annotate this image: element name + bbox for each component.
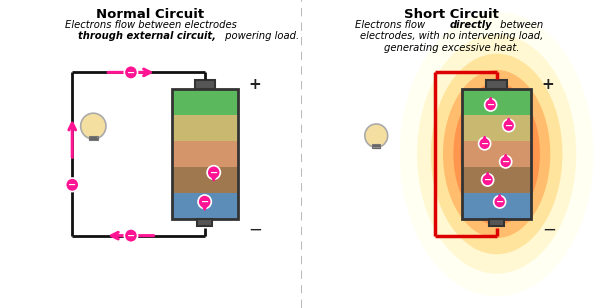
Circle shape <box>500 156 512 168</box>
Text: through external circuit,: through external circuit, <box>78 31 216 41</box>
Ellipse shape <box>453 83 540 225</box>
Text: −: − <box>127 67 135 77</box>
Circle shape <box>503 120 515 132</box>
Text: Electrons flow: Electrons flow <box>355 20 429 30</box>
Text: −: − <box>542 221 556 238</box>
Bar <box>462 115 531 141</box>
Ellipse shape <box>443 70 550 238</box>
Ellipse shape <box>431 54 562 254</box>
Text: −: − <box>483 175 492 185</box>
Bar <box>172 89 238 219</box>
Text: generating excessive heat.: generating excessive heat. <box>384 43 519 52</box>
Text: −: − <box>127 231 135 241</box>
Text: −: − <box>68 180 76 190</box>
Bar <box>489 219 504 226</box>
Text: −: − <box>209 168 218 177</box>
Text: through external circuit, powering load.: through external circuit, powering load. <box>0 307 1 308</box>
Text: −: − <box>200 197 209 207</box>
Text: Electrons flow between electrodes: Electrons flow between electrodes <box>64 20 237 30</box>
Bar <box>462 193 531 219</box>
Text: between: between <box>0 307 1 308</box>
Text: −: − <box>495 197 504 207</box>
Bar <box>462 141 531 167</box>
Text: powering load.: powering load. <box>222 31 299 41</box>
Text: electrodes, with no intervening load,: electrodes, with no intervening load, <box>360 31 543 41</box>
Text: −: − <box>504 120 513 131</box>
Text: directly: directly <box>450 20 492 30</box>
Circle shape <box>124 229 138 242</box>
Text: −: − <box>249 221 262 238</box>
Circle shape <box>482 174 494 186</box>
Text: Short Circuit: Short Circuit <box>404 8 499 21</box>
Bar <box>172 193 238 219</box>
Bar <box>486 80 507 89</box>
Circle shape <box>124 66 138 79</box>
Bar <box>172 141 238 167</box>
Text: −: − <box>486 100 495 110</box>
Bar <box>462 167 531 193</box>
Circle shape <box>198 195 211 209</box>
Bar <box>172 115 238 141</box>
Bar <box>462 89 531 219</box>
Ellipse shape <box>417 34 576 274</box>
Text: directly: directly <box>0 307 1 308</box>
Circle shape <box>66 178 79 192</box>
Bar <box>372 144 380 148</box>
Circle shape <box>479 137 491 150</box>
Bar <box>195 80 215 89</box>
Ellipse shape <box>461 91 533 217</box>
Text: −: − <box>480 139 489 149</box>
Text: −: − <box>501 157 510 167</box>
Circle shape <box>485 99 497 111</box>
Circle shape <box>81 113 106 139</box>
Text: Normal Circuit: Normal Circuit <box>96 8 205 21</box>
Circle shape <box>365 124 388 148</box>
Text: through external circuit,: through external circuit, <box>0 307 1 308</box>
Text: +: + <box>249 77 261 92</box>
Bar <box>462 89 531 115</box>
Bar <box>172 89 238 115</box>
Ellipse shape <box>400 12 594 296</box>
Text: +: + <box>542 77 554 92</box>
Circle shape <box>207 166 220 179</box>
Bar <box>89 136 98 140</box>
Text: Electrons flow: Electrons flow <box>0 307 1 308</box>
Circle shape <box>494 196 506 208</box>
Bar <box>172 167 238 193</box>
Text: between: between <box>497 20 544 30</box>
Bar <box>197 219 212 226</box>
